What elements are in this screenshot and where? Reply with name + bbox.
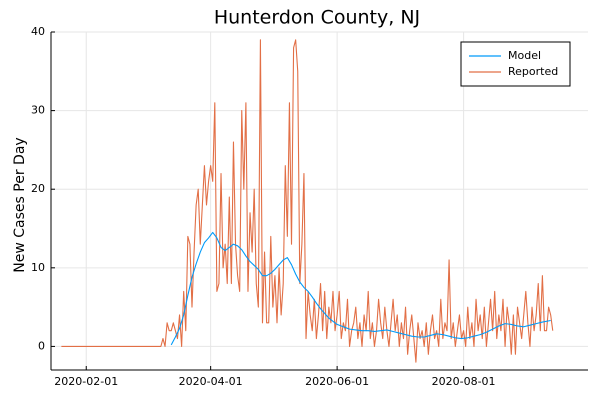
series-line-model [170, 231, 551, 346]
y-axis-label: New Cases Per Day [12, 137, 28, 272]
series-lines [61, 39, 554, 363]
series-line-reported [61, 39, 554, 363]
legend: Model Reported [460, 41, 571, 87]
chart-title: Hunterdon County, NJ [214, 7, 420, 29]
legend-box [460, 41, 571, 87]
legend-label: Reported [508, 65, 558, 78]
x-tick-label: 2020-06-01 [305, 375, 369, 388]
x-ticks: 2020-02-01 2020-04-01 2020-06-01 2020-08-01 [54, 366, 496, 388]
y-tick-label: 0 [38, 339, 45, 352]
x-tick-label: 2020-02-01 [54, 375, 118, 388]
axes [50, 32, 588, 371]
y-tick-label: 40 [31, 25, 45, 38]
y-tick-label: 20 [31, 182, 45, 195]
x-tick-label: 2020-04-01 [179, 375, 243, 388]
x-tick-label: 2020-08-01 [432, 375, 496, 388]
y-tick-label: 10 [31, 261, 45, 274]
y-tick-label: 30 [31, 104, 45, 117]
gridlines [51, 31, 588, 370]
legend-label: Model [508, 49, 541, 62]
y-ticks: 0 10 20 30 40 [31, 25, 55, 352]
